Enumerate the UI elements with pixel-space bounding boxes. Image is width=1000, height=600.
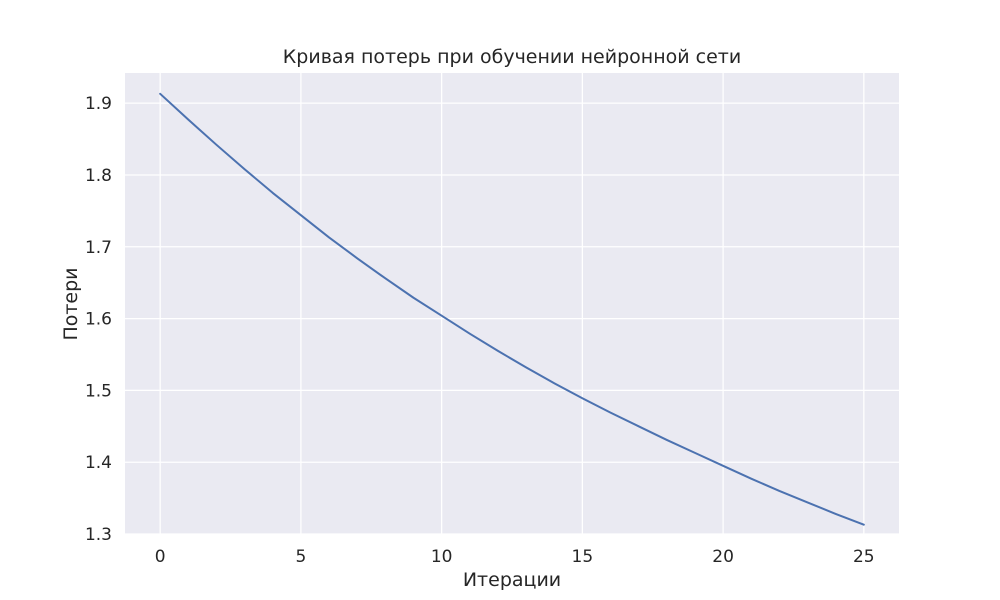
y-tick-label: 1.8 <box>85 166 112 186</box>
series-line <box>159 92 865 526</box>
y-tick-labels: 1.3 1.4 1.5 1.6 1.7 1.8 1.9 <box>85 94 112 545</box>
y-tick-label: 1.6 <box>85 310 112 330</box>
y-tick-label: 1.9 <box>85 94 112 114</box>
chart-title: Кривая потерь при обучении нейронной сет… <box>283 46 741 68</box>
y-tick-label: 1.3 <box>85 525 112 545</box>
x-tick-label: 5 <box>295 547 306 567</box>
plot-background <box>125 73 899 534</box>
y-axis-label: Потери <box>60 267 82 340</box>
x-tick-label: 10 <box>431 547 453 567</box>
grid-lines <box>125 73 899 535</box>
x-tick-label: 25 <box>853 547 875 567</box>
x-tick-labels: 0 5 10 15 20 25 <box>155 547 875 567</box>
series-layer <box>159 92 865 526</box>
y-tick-label: 1.4 <box>85 453 112 473</box>
x-tick-label: 0 <box>155 547 166 567</box>
x-tick-label: 20 <box>712 547 734 567</box>
x-axis-label: Итерации <box>463 569 561 591</box>
y-tick-label: 1.5 <box>85 381 112 401</box>
y-tick-label: 1.7 <box>85 238 112 258</box>
x-tick-label: 15 <box>572 547 594 567</box>
